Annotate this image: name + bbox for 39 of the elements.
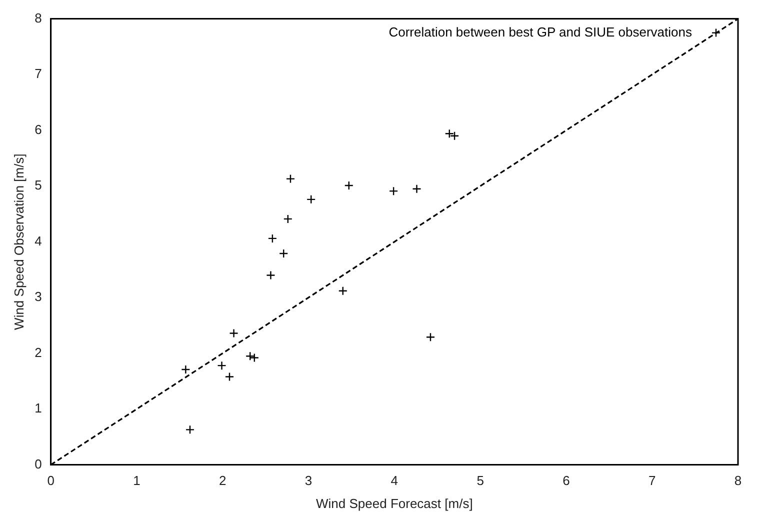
y-tick-label: 2 [34,344,42,360]
point [344,180,354,190]
x-tick-label: 8 [734,473,742,488]
point [388,186,398,196]
point [250,353,260,362]
y-axis-title: Wind Speed Observation [m/s] [11,154,26,330]
x-tick-label: 4 [390,473,398,488]
point [224,372,234,382]
y-tick-label: 0 [34,456,42,472]
point [246,351,255,361]
point [185,425,195,434]
x-tick-label: 1 [133,473,140,488]
y-tick-label: 6 [34,122,42,137]
point [279,248,288,258]
point [229,328,238,338]
point [338,286,348,296]
point [306,194,316,204]
x-tick-label: 6 [562,473,570,488]
point [266,270,276,280]
x-tick-label: 3 [304,473,312,488]
x-tick-label: 5 [476,473,484,488]
x-tick-label: 7 [648,473,656,488]
legend-label: Correlation between best GP and SIUE observations [388,24,692,40]
y-tick-label: 7 [34,66,42,82]
y-tick-label: 8 [34,10,42,26]
y-tick-label: 5 [34,178,42,193]
x-tick-label: 0 [47,473,54,488]
y-tick-label: 4 [34,233,42,248]
x-tick-label: 2 [219,473,226,488]
point [268,234,278,244]
y-tick-label: 3 [34,289,42,304]
point [426,332,436,342]
point [217,360,226,370]
point [412,184,422,194]
point [283,214,293,224]
point [286,174,296,184]
x-axis-title: Wind Speed Forecast [m/s] [316,496,473,511]
y-tick-label: 1 [34,400,42,416]
point [181,364,190,374]
